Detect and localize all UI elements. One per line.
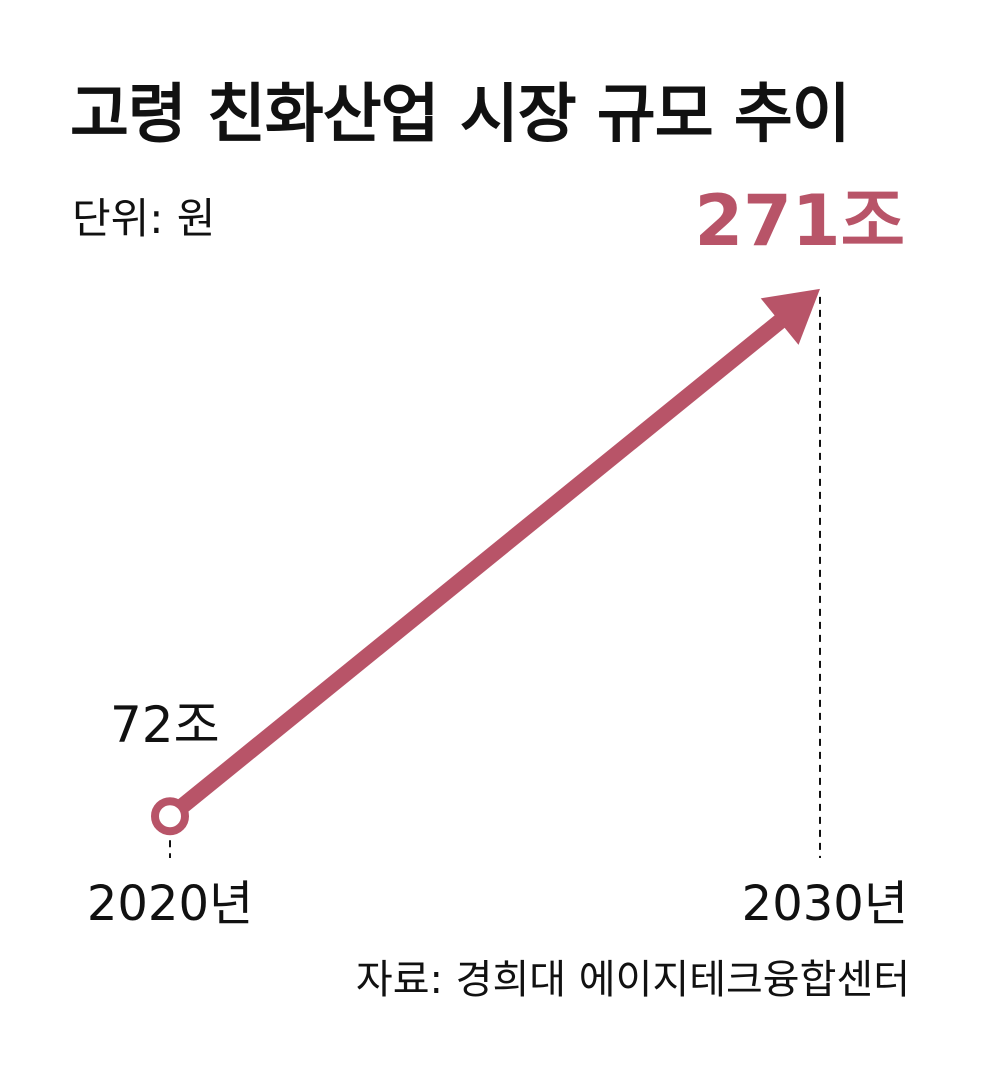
chart-title: 고령 친화산업 시장 규모 추이	[70, 78, 851, 152]
start-data-point	[151, 797, 189, 836]
x-tick-label-2020: 2020년	[87, 876, 253, 932]
unit-label: 단위: 원	[72, 194, 216, 243]
end-value-label: 271조	[694, 180, 905, 262]
x-tick-label-2030: 2030년	[742, 876, 908, 932]
series-line	[174, 312, 788, 815]
arrow-head	[760, 288, 820, 345]
start-value-label: 72조	[110, 696, 220, 754]
source-note: 자료: 경희대 에이지테크융합센터	[355, 957, 910, 1003]
